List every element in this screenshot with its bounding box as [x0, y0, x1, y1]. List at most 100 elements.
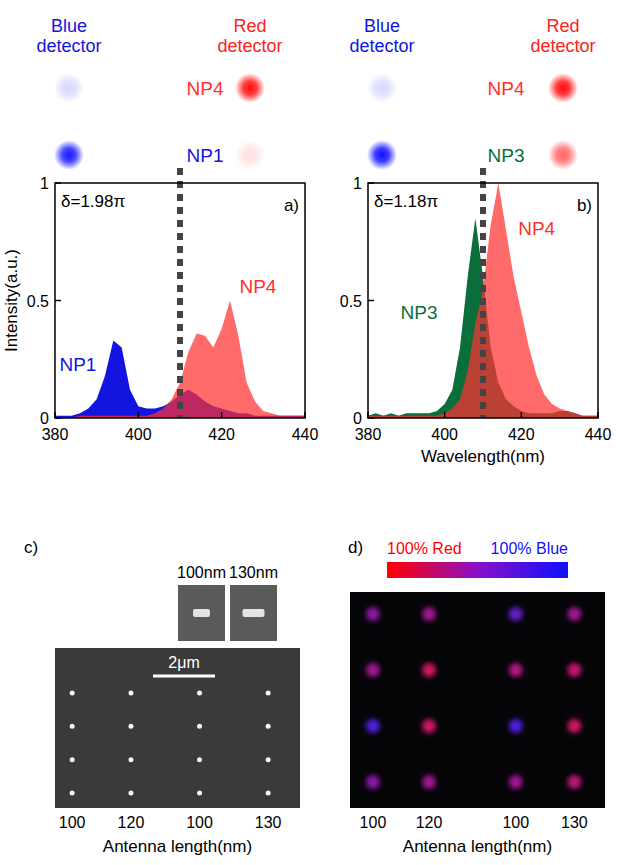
x-tick-label: 420 [508, 426, 535, 443]
blue-spot [367, 73, 397, 103]
scattering-spot [567, 719, 581, 733]
particle [70, 724, 75, 729]
y-tick-label: 0 [353, 410, 362, 427]
particle [128, 757, 133, 762]
particle [128, 691, 133, 696]
detector-label-line: Blue [364, 16, 400, 36]
detector-label-line: Red [546, 16, 579, 36]
panel-label: c) [24, 538, 38, 557]
series-label: NP1 [59, 354, 96, 375]
annotation: δ=1.18π [374, 192, 438, 211]
scattering-spot [422, 775, 436, 789]
y-tick [55, 300, 61, 302]
series-label: NP4 [239, 276, 276, 297]
series-label: NP4 [518, 218, 555, 239]
inset-label: 100nm [177, 564, 226, 581]
x-tick [138, 412, 140, 418]
y-tick [55, 182, 61, 184]
panel-label: d) [348, 538, 363, 557]
optical-image [350, 592, 605, 808]
detector-label-line: Blue [51, 16, 87, 36]
x-tick-label: 380 [355, 426, 382, 443]
scale-bar [153, 675, 215, 678]
detector-label: Reddetector [530, 16, 595, 56]
x-tick-label: 380 [42, 426, 69, 443]
red-spot [548, 140, 578, 170]
x-tick-label: 440 [292, 426, 319, 443]
x-tick [597, 412, 599, 418]
blue-spot [367, 140, 397, 170]
detector-label-line: detector [217, 36, 282, 56]
spot-label: NP4 [187, 78, 224, 99]
scattering-spot [366, 719, 380, 733]
x-tick [521, 412, 523, 418]
scattering-spot [567, 607, 581, 621]
scattering-spot [509, 719, 523, 733]
y-tick-label: 0 [40, 410, 49, 427]
colorbar-label: 100% Blue [491, 540, 568, 557]
x-tick [304, 412, 306, 418]
x-axis-title: Wavelength(nm) [421, 447, 545, 466]
plot-frame [55, 183, 305, 418]
inset-label: 130nm [229, 564, 278, 581]
red-spot [235, 73, 265, 103]
spectrum [55, 301, 305, 419]
plot-frame [368, 183, 598, 418]
detector-label-line: Red [233, 16, 266, 36]
particle [266, 791, 271, 796]
panel-label: b) [577, 196, 592, 215]
x-tick [367, 412, 369, 418]
detector-label: Bluedetector [349, 16, 414, 56]
x-tick-label: 120 [416, 814, 443, 831]
x-tick [54, 412, 56, 418]
scattering-spot [366, 663, 380, 677]
plot-area [55, 301, 305, 419]
scattering-spot [422, 719, 436, 733]
detector-label-line: detector [36, 36, 101, 56]
x-tick-label: 120 [118, 814, 145, 831]
scattering-spot [509, 607, 523, 621]
scattering-spot [422, 663, 436, 677]
particle [70, 791, 75, 796]
x-tick-label: 400 [125, 426, 152, 443]
x-tick-label: 130 [255, 814, 282, 831]
scale-bar-label: 2μm [168, 654, 199, 671]
particle [70, 691, 75, 696]
antenna [193, 609, 210, 617]
colorbar-label: 100% Red [387, 540, 462, 557]
scattering-spot [366, 775, 380, 789]
detector-label-line: detector [349, 36, 414, 56]
particle [128, 724, 133, 729]
scattering-spot [567, 663, 581, 677]
y-tick-label: 0.5 [27, 293, 49, 310]
series-label: NP3 [400, 302, 437, 323]
spot-label: NP1 [187, 145, 224, 166]
y-tick [368, 182, 374, 184]
antenna [243, 609, 265, 617]
wavelength-marker [480, 168, 486, 418]
annotation: δ=1.98π [61, 192, 125, 211]
y-tick [55, 417, 61, 419]
spot-label: NP3 [488, 145, 525, 166]
scattering-spot [509, 663, 523, 677]
sem-inset [178, 585, 225, 641]
particle [128, 791, 133, 796]
particle [70, 757, 75, 762]
colorbar [387, 562, 568, 578]
x-tick [444, 412, 446, 418]
sem-image [55, 648, 300, 808]
particle [197, 791, 202, 796]
particle [197, 757, 202, 762]
y-tick-label: 0.5 [340, 293, 362, 310]
particle [197, 691, 202, 696]
x-tick-label: 420 [208, 426, 235, 443]
detector-label-line: detector [530, 36, 595, 56]
x-axis-title: Antenna length(nm) [403, 837, 552, 856]
scattering-spot [567, 775, 581, 789]
panel-label: a) [284, 196, 299, 215]
x-tick [221, 412, 223, 418]
y-tick-label: 1 [353, 175, 362, 192]
red-spot [548, 73, 578, 103]
x-tick-label: 100 [502, 814, 529, 831]
scattering-spot [509, 775, 523, 789]
